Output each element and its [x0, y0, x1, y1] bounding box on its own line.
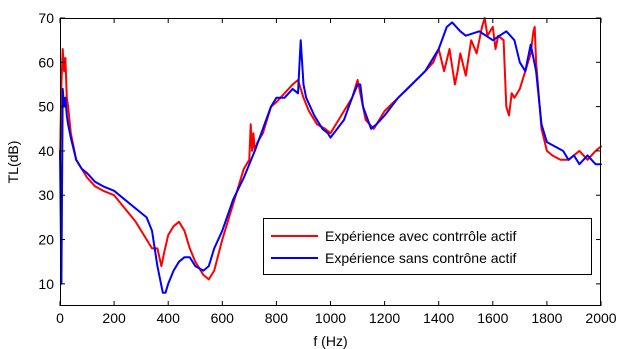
legend-label-1: Expérience avec contrrôle actif: [325, 228, 517, 244]
x-axis-label: f (Hz): [313, 333, 347, 349]
x-tick-label: 200: [102, 310, 126, 326]
legend-box: [263, 218, 592, 275]
y-tick-label: 20: [38, 232, 54, 248]
series-layer: [59, 17, 602, 294]
x-tick-label: 0: [56, 310, 64, 326]
y-axis-label: TL(dB): [5, 141, 21, 184]
x-tick-label: 800: [265, 310, 289, 326]
ticks-layer: 0 200 400 600 800 1000 1200 1400 1600 1800 2000 10 2…: [38, 10, 616, 326]
x-tick-label: 2000: [585, 310, 616, 326]
x-tick-label: 600: [211, 310, 235, 326]
y-tick-label: 60: [38, 54, 54, 70]
x-tick-label: 1800: [531, 310, 562, 326]
x-tick-label: 1200: [369, 310, 400, 326]
series-line-1: [59, 17, 602, 281]
y-tick-label: 70: [38, 10, 54, 26]
legend: Expérience avec contrrôle actif Expérienc…: [263, 218, 592, 275]
x-tick-label: 1600: [477, 310, 508, 326]
x-tick-label: 400: [157, 310, 181, 326]
x-tick-label: 1000: [315, 310, 346, 326]
x-tick-label: 1400: [423, 310, 454, 326]
y-tick-label: 30: [38, 187, 54, 203]
y-tick-label: 40: [38, 143, 54, 159]
series-line-2: [59, 21, 602, 294]
legend-label-2: Expérience sans contrône actif: [325, 250, 517, 266]
y-tick-label: 10: [38, 276, 54, 292]
y-tick-label: 50: [38, 99, 54, 115]
